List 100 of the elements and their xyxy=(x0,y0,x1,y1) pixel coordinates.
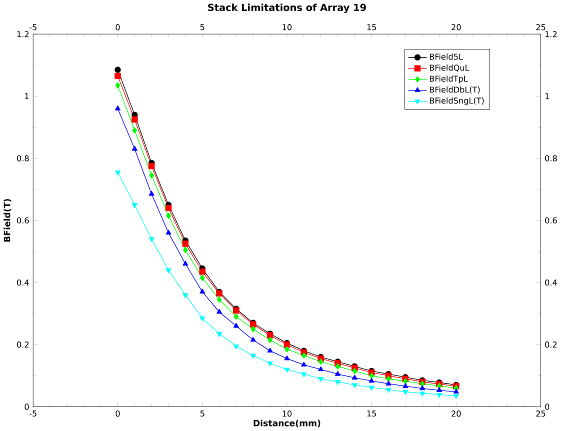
y-tick-label: 0.8 xyxy=(17,155,29,162)
y-tick-label: 1 xyxy=(25,93,29,100)
point xyxy=(368,378,374,383)
point xyxy=(334,371,340,376)
point xyxy=(233,344,239,350)
point xyxy=(318,358,324,365)
x-tick-label: 15 xyxy=(367,24,376,30)
point xyxy=(352,368,358,374)
point xyxy=(301,352,306,359)
point xyxy=(386,376,391,382)
point xyxy=(420,392,426,397)
y-axis-title: BField(T) xyxy=(4,199,12,242)
point xyxy=(199,268,206,275)
point xyxy=(250,336,256,342)
point xyxy=(216,296,222,303)
point xyxy=(386,380,392,386)
legend-label: BFieldSngL(T) xyxy=(430,97,484,106)
point xyxy=(182,240,189,247)
point xyxy=(182,293,188,298)
x-tick-label: 25 xyxy=(536,24,546,30)
point xyxy=(114,66,121,73)
y2-tick-label: 1.2 xyxy=(545,31,557,38)
point xyxy=(234,314,239,320)
point xyxy=(334,380,340,386)
point xyxy=(182,260,188,266)
legend-label: BFieldQuL xyxy=(430,64,470,72)
x2-tick-label: -5 xyxy=(30,410,36,417)
x-tick-label: -5 xyxy=(30,24,36,30)
point xyxy=(114,170,120,176)
point xyxy=(402,378,408,384)
x2-tick-label: 20 xyxy=(452,410,461,417)
point xyxy=(200,288,206,294)
legend-label: BField5L xyxy=(430,54,463,60)
point xyxy=(436,392,442,398)
y2-tick-label: 0.4 xyxy=(545,279,557,286)
y-tick-label: 0.6 xyxy=(17,217,29,224)
point xyxy=(301,362,307,367)
point xyxy=(284,355,290,360)
point xyxy=(148,162,155,170)
y-tick-label: 0 xyxy=(24,404,29,410)
point xyxy=(216,308,222,314)
point xyxy=(114,72,121,80)
point xyxy=(436,387,442,392)
x2-tick-label: 5 xyxy=(200,410,204,417)
x2-tick-label: 10 xyxy=(282,410,292,417)
point xyxy=(250,354,256,359)
x-axis-title: Distance(mm) xyxy=(254,420,320,428)
point xyxy=(386,388,392,393)
y2-tick-label: 0.6 xyxy=(545,217,557,224)
point xyxy=(369,372,374,379)
y-tick-label: 0.4 xyxy=(17,279,29,286)
point xyxy=(166,212,171,219)
y-tick-label: 0.2 xyxy=(17,342,29,348)
y2-tick-label: 0 xyxy=(545,404,550,410)
point xyxy=(166,268,172,274)
x2-tick-label: 15 xyxy=(367,410,376,417)
point xyxy=(132,203,138,208)
point xyxy=(284,368,290,373)
y2-tick-label: 0.8 xyxy=(545,155,557,162)
point xyxy=(132,127,138,134)
point xyxy=(267,348,273,353)
point xyxy=(335,363,340,370)
point xyxy=(233,322,239,328)
point xyxy=(216,332,222,337)
point xyxy=(318,377,324,382)
x2-tick-label: 25 xyxy=(536,410,546,417)
legend-label: BFieldTpL xyxy=(430,75,468,84)
point xyxy=(183,246,188,254)
point xyxy=(402,383,408,388)
x-tick-label: 5 xyxy=(200,24,204,30)
point xyxy=(268,336,272,344)
x2-tick-label: 0 xyxy=(116,410,120,417)
point xyxy=(115,82,120,88)
point xyxy=(148,237,154,242)
point xyxy=(148,190,154,196)
legend-label: BFieldDbL(T) xyxy=(430,86,480,94)
x-tick-label: 10 xyxy=(282,24,292,30)
point xyxy=(402,390,408,395)
point xyxy=(352,383,358,388)
point xyxy=(200,316,206,322)
chart-title: Stack Limitations of Array 19 xyxy=(208,4,366,14)
point xyxy=(250,326,256,332)
point xyxy=(284,346,290,352)
point xyxy=(352,374,358,380)
point xyxy=(114,106,120,110)
point xyxy=(132,116,138,123)
point xyxy=(420,385,426,390)
point xyxy=(166,230,172,235)
y2-tick-label: 0.2 xyxy=(545,342,557,348)
point xyxy=(149,172,154,179)
point xyxy=(318,366,324,372)
point xyxy=(200,274,205,281)
point xyxy=(132,146,138,151)
point xyxy=(301,372,307,378)
y2-tick-label: 1 xyxy=(545,93,549,100)
point xyxy=(453,394,459,399)
x-tick-label: 20 xyxy=(452,24,461,30)
point xyxy=(165,204,172,212)
point xyxy=(267,362,273,366)
point xyxy=(453,388,459,394)
